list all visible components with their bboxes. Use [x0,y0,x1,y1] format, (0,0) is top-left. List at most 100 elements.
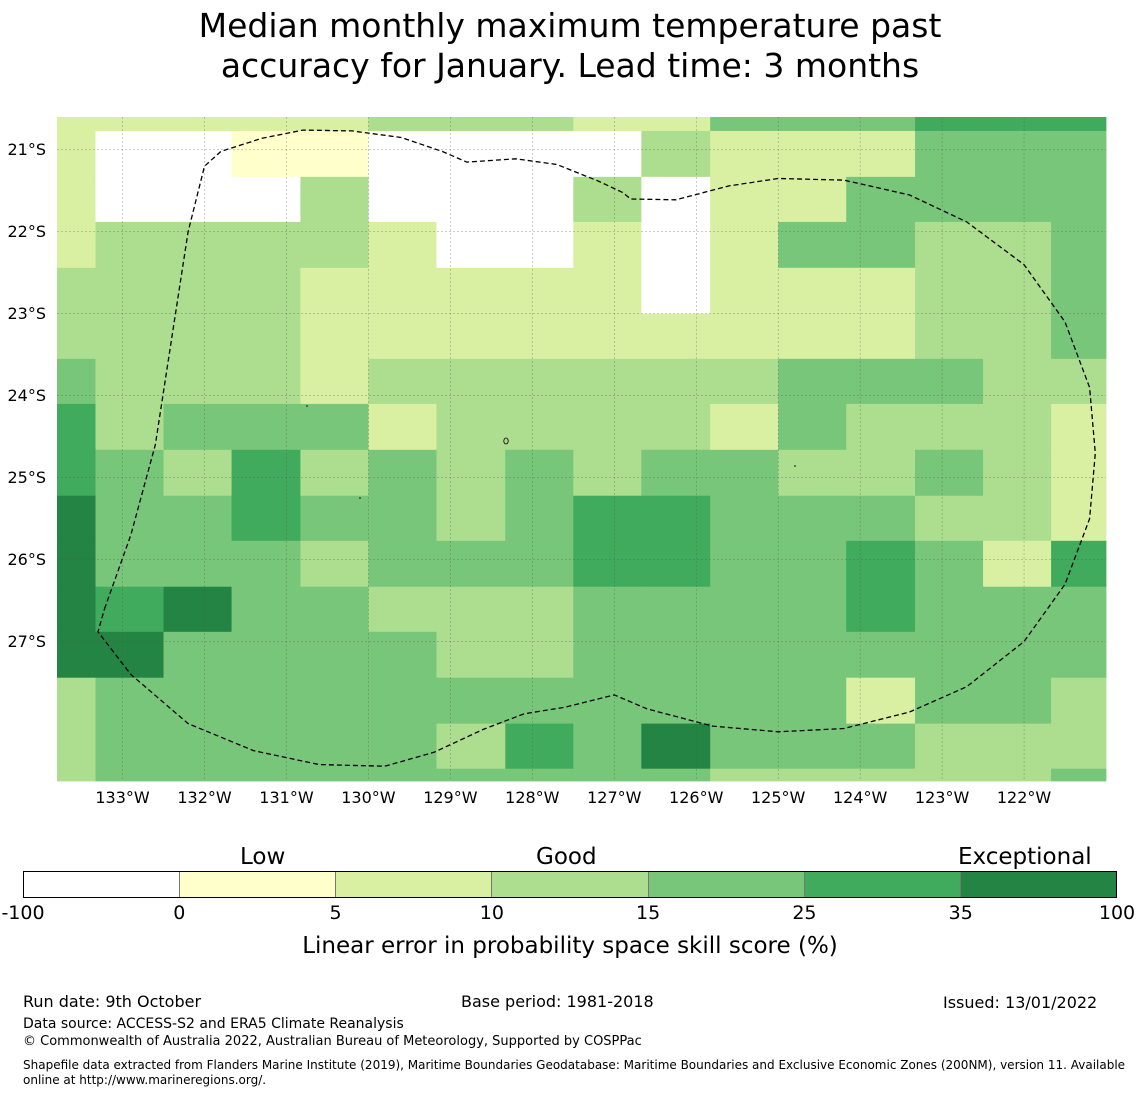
grid-cell [915,495,984,542]
grid-cell [163,267,232,315]
grid-cell [983,540,1052,588]
grid-cell [436,586,506,633]
grid-cell [573,221,642,269]
grid-cell [915,631,984,679]
grid-cell [1051,723,1107,770]
grid-cell [778,358,847,405]
grid-cell [368,586,437,633]
grid-cell [231,495,301,542]
grid-cell [436,631,506,679]
grid-cell [368,267,437,315]
grid-cell [300,586,369,633]
grid-cell [95,313,164,360]
grid-cell [300,267,369,315]
grid-cell [983,221,1052,269]
grid-cell [573,130,642,178]
grid-cell [95,117,164,132]
grid-cell [163,176,232,223]
grid-cell [163,358,232,405]
grid-cell [436,449,506,497]
grid-cell [915,586,984,633]
grid-cell [778,631,847,679]
grid-cell [368,677,437,725]
grid-cell [983,768,1052,782]
grid-cell [505,267,574,315]
grid-cell [163,130,232,178]
grid-cell [163,117,232,132]
grid-cell [300,221,369,269]
grid-cell [710,677,779,725]
grid-cell [368,130,437,178]
legend-category-good: Good [536,844,597,870]
grid-cell [436,267,506,315]
grid-cell [505,540,574,588]
grid-cell [163,586,232,633]
grid-cell [641,403,711,451]
grid-cell [57,768,96,782]
grid-cell [57,723,96,770]
grid-cell [915,723,984,770]
grid-cell [846,117,916,132]
skill-grid [57,117,1107,782]
grid-cell [573,358,642,405]
longitude-label: 131°W [259,788,314,807]
grid-cell [436,117,506,132]
grid-cell [163,403,232,451]
grid-cell [641,768,711,782]
grid-cell [846,130,916,178]
grid-cell [95,267,164,315]
grid-cell [573,403,642,451]
grid-cell [846,267,916,315]
colorbar-segment [336,872,493,897]
grid-cell [57,358,96,405]
grid-cell [95,221,164,269]
grid-cell [915,176,984,223]
grid-cell [846,723,916,770]
chart-title: Median monthly maximum temperature past … [0,6,1140,86]
grid-cell [368,117,437,132]
grid-cell [983,358,1052,405]
grid-cell [641,540,711,588]
grid-cell [57,267,96,315]
grid-cell [300,768,369,782]
shapefile-note: Shapefile data extracted from Flanders M… [23,1058,1126,1087]
colorbar-tick-label: 35 [948,902,973,924]
longitude-label: 122°W [996,788,1052,807]
grid-cell [710,267,779,315]
island-markers [306,405,796,499]
grid-cell [778,117,847,132]
grid-cell [983,586,1052,633]
grid-cell [573,677,642,725]
grid-cell [915,313,984,360]
grid-cell [710,176,779,223]
grid-cell [641,449,711,497]
grid-cell [915,403,984,451]
grid-cell [95,768,164,782]
grid-cell [436,313,506,360]
longitude-label: 129°W [423,788,478,807]
grid-cell [95,176,164,223]
grid-cell [983,130,1052,178]
grid-cell [983,403,1052,451]
colorbar-tick-label: 15 [636,902,661,924]
grid-cell [231,130,301,178]
grid-cell [163,221,232,269]
grid-cell [95,358,164,405]
grid-cell [436,677,506,725]
grid-cell [95,449,164,497]
grid-cell [436,130,506,178]
grid-cell [641,586,711,633]
grid-cell [231,176,301,223]
grid-cell [983,267,1052,315]
grid-cell [300,117,369,132]
grid-cell [95,540,164,588]
longitude-label: 123°W [914,788,970,807]
grid-cell [710,117,779,132]
grid-cell [95,723,164,770]
grid-cell [57,677,96,725]
grid-cell [436,176,506,223]
grid-cell [368,403,437,451]
grid-cell [57,449,96,497]
colorbar-tick-label: 25 [792,902,817,924]
colorbar-tick-label: 100 [1098,902,1136,924]
